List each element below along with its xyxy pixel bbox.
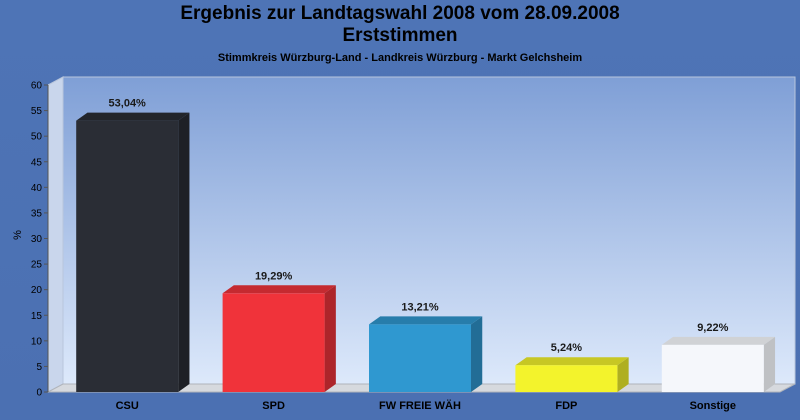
bar-front (222, 293, 325, 392)
title-line-2: Erststimmen (342, 25, 458, 46)
x-tick-label: Sonstige (690, 400, 736, 412)
y-tick-label: 40 (31, 183, 43, 194)
bar-3: 13,21% (369, 301, 483, 392)
y-tick-label: 55 (31, 106, 43, 117)
bar-side (617, 357, 629, 392)
y-tick-label: 20 (31, 285, 43, 296)
bar-side (178, 112, 190, 392)
bar-front (515, 365, 618, 392)
bar-1: 53,04% (76, 98, 190, 392)
y-tick-label: 60 (31, 81, 43, 92)
bar-4: 5,24% (515, 342, 629, 392)
bar-front (369, 324, 471, 392)
bar-value-label: 9,22% (697, 322, 728, 334)
chart-subtitle: Stimmkreis Würzburg-Land - Landkreis Wür… (217, 52, 583, 64)
y-tick-label: 30 (31, 234, 43, 245)
bar-value-label: 53,04% (109, 98, 147, 110)
chart-title: Ergebnis zur Landtagswahl 2008 vom 28.09… (0, 3, 800, 47)
title-line-1: Ergebnis zur Landtagswahl 2008 vom 28.09… (180, 3, 620, 24)
bar-top (515, 357, 629, 366)
bar-2: 19,29% (222, 270, 336, 392)
bar-front (661, 344, 764, 392)
y-tick-label: 5 (36, 362, 42, 373)
bar-top (76, 112, 190, 121)
bar-top (369, 316, 483, 325)
bar-value-label: 5,24% (551, 342, 582, 354)
plot-left-wall (47, 76, 64, 393)
bar-5: 9,22% (661, 322, 776, 392)
bar-value-label: 19,29% (255, 270, 293, 282)
y-tick-label: 0 (36, 388, 42, 399)
bar-value-label: 13,21% (401, 301, 439, 313)
y-tick-label: 50 (31, 132, 43, 143)
x-tick-label: FDP (555, 400, 577, 412)
y-tick-label: 15 (31, 311, 43, 322)
y-tick-label: 25 (31, 260, 43, 271)
x-tick-label: SPD (262, 400, 285, 412)
bar-side (471, 316, 483, 392)
y-tick-label: 10 (31, 336, 43, 347)
x-tick-label: CSU (116, 400, 139, 412)
x-tick-label: FW FREIE WÄH (379, 399, 461, 412)
bar-side (324, 285, 336, 392)
bar-top (222, 285, 336, 294)
bar-top (661, 336, 776, 345)
y-tick-label: 45 (31, 157, 43, 168)
bar-front (76, 120, 179, 392)
bar-side (763, 336, 776, 392)
y-axis-label: % (12, 230, 24, 240)
y-tick-label: 35 (31, 208, 43, 219)
